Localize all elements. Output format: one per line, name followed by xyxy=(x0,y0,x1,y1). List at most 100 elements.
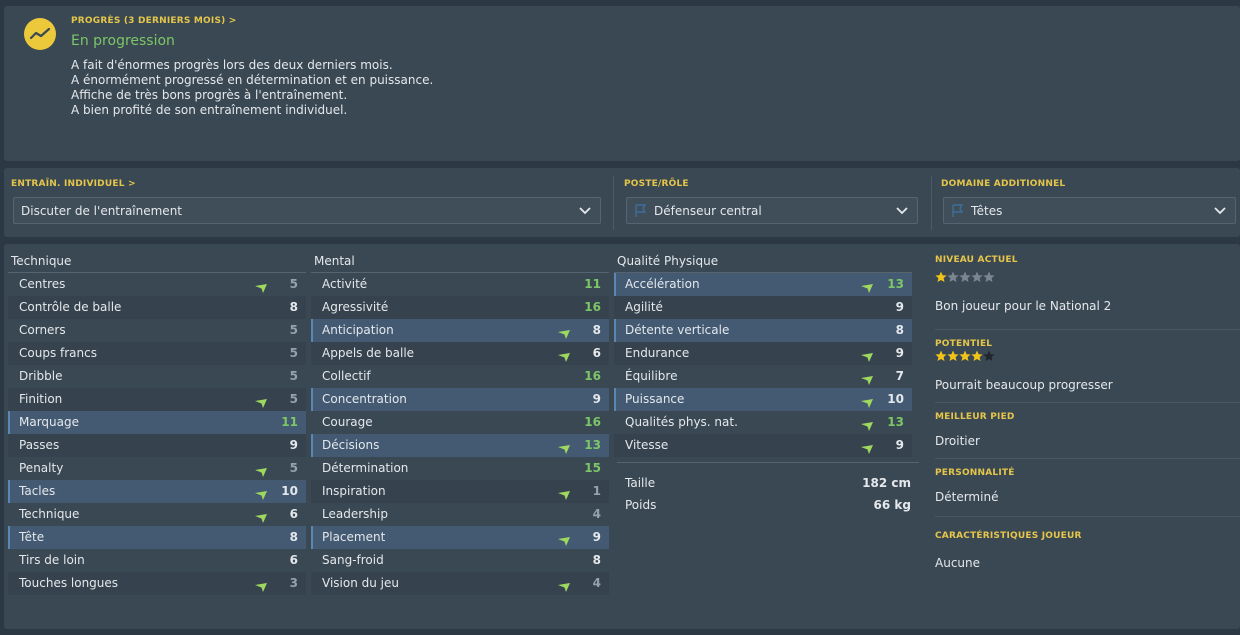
star-icon xyxy=(983,271,995,282)
attribute-row[interactable]: Anticipation 8 xyxy=(311,319,609,342)
star-icon xyxy=(971,271,983,282)
attribute-row[interactable]: Coups francs 5 xyxy=(8,342,306,365)
divider xyxy=(931,176,932,230)
attribute-value: 4 xyxy=(592,507,601,521)
attribute-row[interactable]: Tacles 10 xyxy=(8,480,306,503)
progress-note: A énormément progressé en détermination … xyxy=(71,73,434,87)
attribute-value: 8 xyxy=(592,323,601,337)
attribute-row[interactable]: Qualités phys. nat. 13 xyxy=(614,411,912,434)
attribute-row[interactable]: Centres 5 xyxy=(8,273,306,296)
attribute-row[interactable]: Agressivité 16 xyxy=(311,296,609,319)
chevron-down-icon xyxy=(579,207,591,215)
attribute-value: 6 xyxy=(289,507,298,521)
position-role-title: POSTE/RÔLE xyxy=(624,179,689,189)
role-flag-icon xyxy=(635,204,647,217)
attribute-name: Coups francs xyxy=(19,346,97,360)
attribute-value: 9 xyxy=(895,300,904,314)
attribute-value: 5 xyxy=(289,323,298,337)
progress-arrow-icon xyxy=(557,325,571,339)
attribute-name: Placement xyxy=(322,530,386,544)
attribute-row[interactable]: Agilité 9 xyxy=(614,296,912,319)
progress-title-link[interactable]: PROGRÈS (3 DERNIERS MOIS) > xyxy=(71,16,237,26)
progress-arrow-icon xyxy=(254,463,268,477)
attribute-row[interactable]: Collectif 16 xyxy=(311,365,609,388)
progress-arrow-icon xyxy=(860,348,874,362)
attribute-row[interactable]: Détente verticale 8 xyxy=(614,319,912,342)
attribute-row[interactable]: Contrôle de balle 8 xyxy=(8,296,306,319)
attribute-row[interactable]: Vitesse 9 xyxy=(614,434,912,457)
attribute-row[interactable]: Corners 5 xyxy=(8,319,306,342)
star-icon xyxy=(959,350,971,361)
attribute-row[interactable]: Passes 9 xyxy=(8,434,306,457)
progress-note: A bien profité de son entraînement indiv… xyxy=(71,103,348,117)
progress-status: En progression xyxy=(71,33,175,49)
progress-arrow-icon xyxy=(860,279,874,293)
individual-training-dropdown[interactable]: Discuter de l'entraînement xyxy=(13,197,601,224)
attribute-value: 9 xyxy=(895,346,904,360)
attribute-row[interactable]: Touches longues 3 xyxy=(8,572,306,595)
attribute-value: 11 xyxy=(584,277,601,291)
attribute-value: 9 xyxy=(289,438,298,452)
technique-header: Technique xyxy=(8,254,306,273)
attribute-value: 16 xyxy=(584,415,601,429)
attribute-name: Tirs de loin xyxy=(19,553,85,567)
attribute-value: 3 xyxy=(289,576,298,590)
potential-title: POTENTIEL xyxy=(935,339,993,349)
attribute-name: Accélération xyxy=(625,277,700,291)
attribute-row[interactable]: Activité 11 xyxy=(311,273,609,296)
divider xyxy=(617,462,919,463)
current-level-stars xyxy=(935,271,995,283)
mental-column: Mental Activité 11 Agressivité 16 Anticipati… xyxy=(311,254,609,595)
attribute-row[interactable]: Concentration 9 xyxy=(311,388,609,411)
weight-row: Poids 66 kg xyxy=(625,494,915,516)
attribute-row[interactable]: Vision du jeu 4 xyxy=(311,572,609,595)
attribute-value: 10 xyxy=(887,392,904,406)
star-icon xyxy=(935,271,947,282)
height-row: Taille 182 cm xyxy=(625,472,915,494)
attribute-row[interactable]: Inspiration 1 xyxy=(311,480,609,503)
attribute-value: 6 xyxy=(289,553,298,567)
attribute-row[interactable]: Sang-froid 8 xyxy=(311,549,609,572)
attribute-row[interactable]: Accélération 13 xyxy=(614,273,912,296)
attribute-row[interactable]: Marquage 11 xyxy=(8,411,306,434)
progress-note: A fait d'énormes progrès lors des deux d… xyxy=(71,58,393,72)
position-role-block: POSTE/RÔLE Défenseur central xyxy=(617,168,927,237)
attribute-value: 15 xyxy=(584,461,601,475)
attribute-name: Courage xyxy=(322,415,373,429)
player-traits-title: CARACTÉRISTIQUES JOUEUR xyxy=(935,531,1082,541)
attribute-name: Détente verticale xyxy=(625,323,730,337)
current-level-text: Bon joueur pour le National 2 xyxy=(935,299,1112,313)
attribute-row[interactable]: Endurance 9 xyxy=(614,342,912,365)
attribute-row[interactable]: Technique 6 xyxy=(8,503,306,526)
attribute-row[interactable]: Équilibre 7 xyxy=(614,365,912,388)
attribute-row[interactable]: Tirs de loin 6 xyxy=(8,549,306,572)
attribute-name: Qualités phys. nat. xyxy=(625,415,738,429)
attribute-value: 16 xyxy=(584,300,601,314)
progress-panel: PROGRÈS (3 DERNIERS MOIS) > En progressi… xyxy=(4,6,1240,161)
attribute-row[interactable]: Puissance 10 xyxy=(614,388,912,411)
individual-training-title[interactable]: ENTRAÎN. INDIVIDUEL > xyxy=(11,179,136,189)
attribute-name: Tacles xyxy=(19,484,56,498)
attribute-row[interactable]: Penalty 5 xyxy=(8,457,306,480)
attribute-name: Endurance xyxy=(625,346,690,360)
attribute-row[interactable]: Placement 9 xyxy=(311,526,609,549)
best-foot-title: MEILLEUR PIED xyxy=(935,412,1015,422)
attribute-row[interactable]: Finition 5 xyxy=(8,388,306,411)
attribute-row[interactable]: Détermination 15 xyxy=(311,457,609,480)
progress-arrow-icon xyxy=(557,348,571,362)
attribute-value: 9 xyxy=(592,530,601,544)
attribute-row[interactable]: Tête 8 xyxy=(8,526,306,549)
attribute-row[interactable]: Décisions 13 xyxy=(311,434,609,457)
additional-focus-title: DOMAINE ADDITIONNEL xyxy=(941,179,1066,189)
attribute-row[interactable]: Appels de balle 6 xyxy=(311,342,609,365)
attribute-row[interactable]: Leadership 4 xyxy=(311,503,609,526)
attribute-name: Collectif xyxy=(322,369,371,383)
individual-training-value: Discuter de l'entraînement xyxy=(21,204,182,218)
additional-focus-dropdown[interactable]: Têtes xyxy=(943,197,1236,224)
attribute-name: Vitesse xyxy=(625,438,669,452)
attribute-name: Centres xyxy=(19,277,66,291)
position-role-dropdown[interactable]: Défenseur central xyxy=(626,197,918,224)
attribute-row[interactable]: Courage 16 xyxy=(311,411,609,434)
attribute-row[interactable]: Dribble 5 xyxy=(8,365,306,388)
personality-title: PERSONNALITÉ xyxy=(935,468,1015,478)
